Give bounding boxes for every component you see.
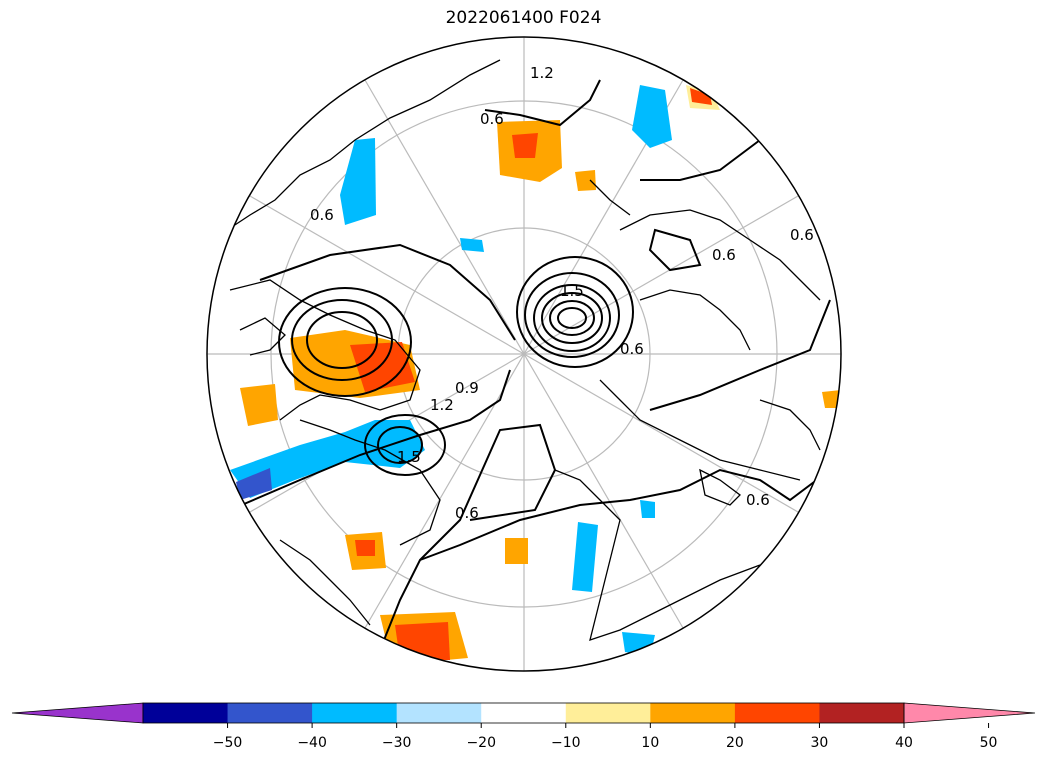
anomaly-positive-region [575,170,596,191]
colorbar-tick-label: −20 [466,735,496,751]
colorbar-cell [396,703,482,723]
colorbar-tick-label: 50 [980,735,998,751]
colorbar-cell [481,703,567,723]
colorbar-tick-label: −50 [213,735,243,751]
colorbar-cell [565,703,651,723]
anomaly-negative-region [640,500,655,518]
anomaly-positive-region [240,384,278,426]
colorbar-cell [650,703,736,723]
contour-label: 1.5 [397,448,421,466]
anomaly-negative-region [632,85,672,148]
contour-label: 0.6 [480,110,504,128]
colorbar-cell [734,703,820,723]
colorbar-cell [143,703,229,723]
contour-label: 0.9 [455,379,479,397]
coastlines [211,59,821,641]
colorbar-tick-label: −40 [297,735,327,751]
colorbar: −50 −40 −30 −20 −10 10 20 30 40 50 [11,702,1036,751]
anomaly-negative-region [340,138,376,225]
colorbar-tick-label: 20 [726,735,744,751]
anomaly-negative-region [230,420,425,498]
anomaly-positive-core [512,133,538,158]
anomaly-negative-core [236,468,272,500]
polar-map: 1.2 0.6 0.9 1.5 1.5 0.6 0.6 0.6 0.6 0.6 … [206,36,842,672]
contour-label: 0.6 [746,491,770,509]
anomaly-positive-core [355,540,375,556]
colorbar-tick-label: −10 [551,735,581,751]
colorbar-extend-high [903,702,1036,724]
colorbar-border [142,702,905,724]
colorbar-cell [312,703,398,723]
contour-label: 0.6 [712,246,736,264]
anomaly-positive-region [822,390,841,408]
anomaly-positive-core [350,342,415,392]
contour-label: 1.2 [530,64,554,82]
anomaly-negative-region [572,522,598,592]
colorbar-cell [819,703,905,723]
contours [229,79,831,651]
contour-labels: 1.2 0.6 0.9 1.5 1.5 0.6 0.6 0.6 0.6 0.6 … [310,64,814,522]
contour-label: 0.6 [790,226,814,244]
colorbar-cell [227,703,313,723]
anomaly-positive-core [690,88,712,105]
colorbar-tick-label: −30 [382,735,412,751]
colorbar-tick-label: 30 [811,735,829,751]
plot-title: 2022061400 F024 [445,8,602,28]
colorbar-tick-label: 40 [895,735,913,751]
colorbar-extend-low [11,702,144,724]
filled-anomalies [230,85,841,665]
contour-label: 1.5 [560,282,584,300]
contour-label: 0.6 [620,340,644,358]
colorbar-tick-label: 10 [641,735,659,751]
contour-label: 0.6 [455,504,479,522]
anomaly-negative-region [460,238,484,252]
anomaly-positive-region [505,538,528,564]
anomaly-negative-region [622,632,655,656]
contour-label: 1.2 [430,396,454,414]
contour-label: 0.6 [310,206,334,224]
map-boundary [206,36,842,672]
